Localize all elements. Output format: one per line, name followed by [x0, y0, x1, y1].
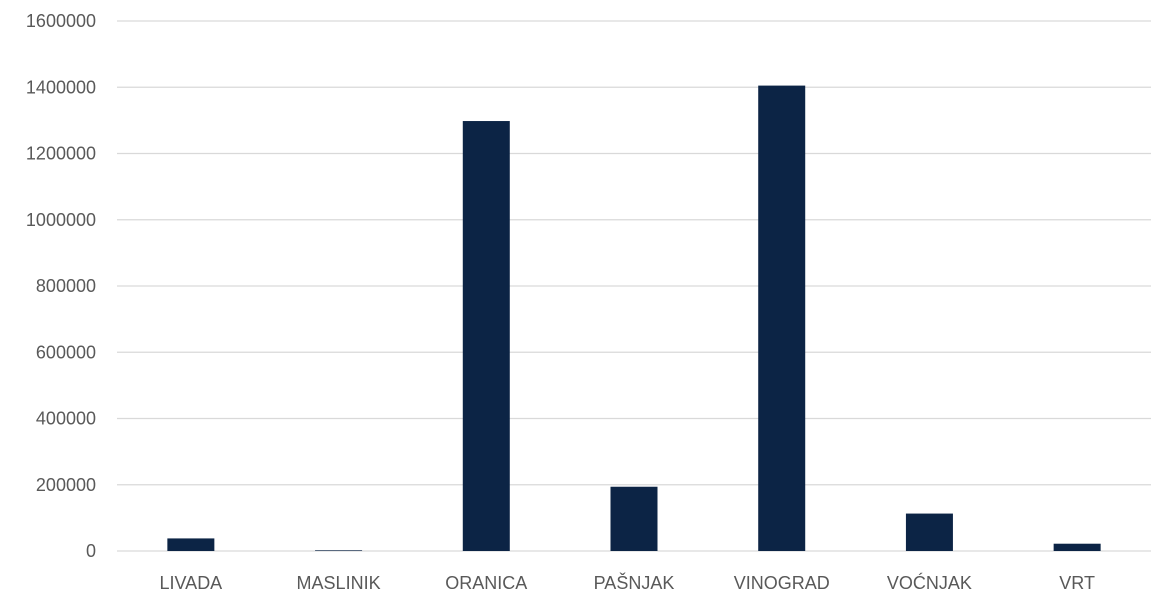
x-tick-label: PAŠNJAK [594, 572, 675, 592]
bar-oranica [462, 121, 510, 551]
y-axis-tick-labels: 0 200000 400000 600000 800000 1000000 1200000 1… [26, 11, 96, 561]
x-tick-label: LIVADA [160, 573, 223, 592]
x-axis-tick-labels: LIVADA MASLINIK ORANICA PAŠNJAK VINOGRAD VOĆN… [160, 572, 1095, 593]
bar-vinograd [758, 85, 806, 551]
x-tick-label: VRT [1059, 573, 1095, 592]
y-tick-label: 400000 [36, 409, 96, 429]
y-tick-label: 200000 [36, 475, 96, 495]
bar-maslinik [315, 550, 363, 551]
x-tick-label: VINOGRAD [734, 573, 830, 592]
bar-voćnjak [905, 513, 953, 551]
y-tick-label: 1000000 [26, 210, 96, 230]
gridlines [117, 20, 1151, 552]
bar-livada [167, 538, 215, 551]
y-tick-label: 1600000 [26, 11, 96, 31]
y-tick-label: 0 [86, 541, 96, 561]
x-tick-label: VOĆNJAK [887, 572, 972, 592]
bar-pašnjak [610, 486, 658, 551]
x-tick-label: ORANICA [445, 573, 527, 592]
y-tick-label: 1200000 [26, 144, 96, 164]
y-tick-label: 1400000 [26, 77, 96, 97]
y-tick-label: 600000 [36, 342, 96, 362]
bars [167, 85, 1101, 551]
bar-vrt [1053, 543, 1101, 551]
y-tick-label: 800000 [36, 276, 96, 296]
x-tick-label: MASLINIK [297, 573, 381, 592]
